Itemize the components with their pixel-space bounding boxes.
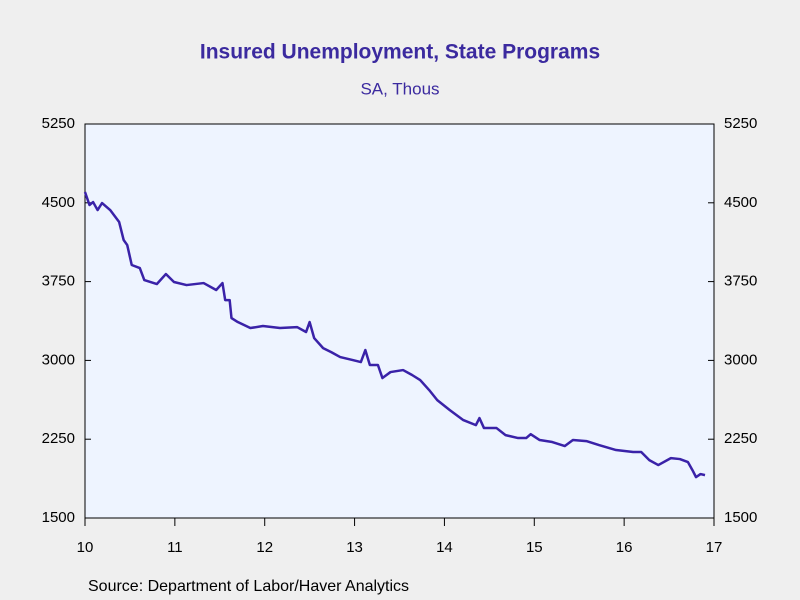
x-tick-label: 15	[526, 539, 543, 556]
y-tick-label: 2250	[42, 430, 75, 447]
x-tick-label: 13	[346, 539, 363, 556]
y2-tick-label: 3750	[724, 273, 757, 290]
x-tick-label: 12	[256, 539, 273, 556]
y2-tick-label: 3000	[724, 351, 757, 368]
chart-title: Insured Unemployment, State Programs	[200, 41, 600, 64]
y-tick-label: 1500	[42, 509, 75, 526]
y-tick-label: 5250	[42, 115, 75, 132]
chart-subtitle: SA, Thous	[360, 79, 439, 98]
x-tick-label: 16	[616, 539, 633, 556]
y2-tick-label: 4500	[724, 194, 757, 211]
y2-tick-label: 1500	[724, 509, 757, 526]
x-tick-label: 10	[77, 539, 94, 556]
source-note: Source: Department of Labor/Haver Analyt…	[88, 578, 409, 595]
plot-area	[84, 123, 715, 519]
y-tick-label: 3000	[42, 351, 75, 368]
x-tick-label: 14	[436, 539, 453, 556]
x-tick-label: 11	[167, 539, 183, 556]
x-tick-label: 17	[706, 539, 723, 556]
y2-tick-label: 2250	[724, 430, 757, 447]
y-tick-label: 3750	[42, 273, 75, 290]
data-line	[83, 191, 706, 479]
y2-tick-label: 5250	[724, 115, 757, 132]
y-tick-label: 4500	[42, 194, 75, 211]
